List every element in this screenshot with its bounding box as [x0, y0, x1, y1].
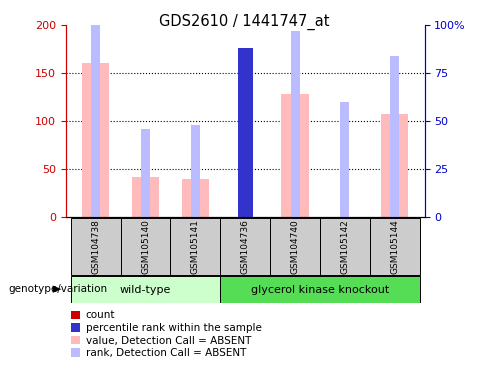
Text: GSM104740: GSM104740: [290, 219, 300, 273]
Bar: [370, 218, 420, 275]
Bar: [132, 177, 159, 217]
Text: GSM105140: GSM105140: [141, 219, 150, 273]
Bar: [91, 6, 100, 217]
Text: GDS2610 / 1441747_at: GDS2610 / 1441747_at: [159, 13, 329, 30]
Text: GSM105141: GSM105141: [191, 219, 200, 273]
Bar: [220, 218, 270, 275]
Text: GSM105144: GSM105144: [390, 219, 399, 273]
Text: GSM104738: GSM104738: [91, 219, 100, 273]
Bar: [320, 218, 370, 275]
Bar: [182, 179, 209, 217]
Text: GSM105142: GSM105142: [340, 219, 349, 273]
Bar: [238, 115, 253, 217]
Bar: [290, 31, 300, 217]
Text: glycerol kinase knockout: glycerol kinase knockout: [251, 285, 389, 295]
Bar: [220, 276, 420, 303]
Bar: [82, 63, 109, 217]
Bar: [381, 114, 408, 217]
Bar: [191, 125, 200, 217]
Bar: [71, 276, 220, 303]
Bar: [390, 56, 399, 217]
Text: GSM104736: GSM104736: [241, 219, 250, 273]
Bar: [71, 218, 121, 275]
Polygon shape: [53, 285, 61, 293]
Legend: count, percentile rank within the sample, value, Detection Call = ABSENT, rank, : count, percentile rank within the sample…: [71, 311, 262, 358]
Bar: [121, 218, 170, 275]
Bar: [170, 218, 220, 275]
Bar: [282, 94, 309, 217]
Text: wild-type: wild-type: [120, 285, 171, 295]
Bar: [270, 218, 320, 275]
Bar: [238, 48, 253, 217]
Text: genotype/variation: genotype/variation: [9, 284, 108, 294]
Bar: [141, 129, 150, 217]
Bar: [340, 102, 349, 217]
